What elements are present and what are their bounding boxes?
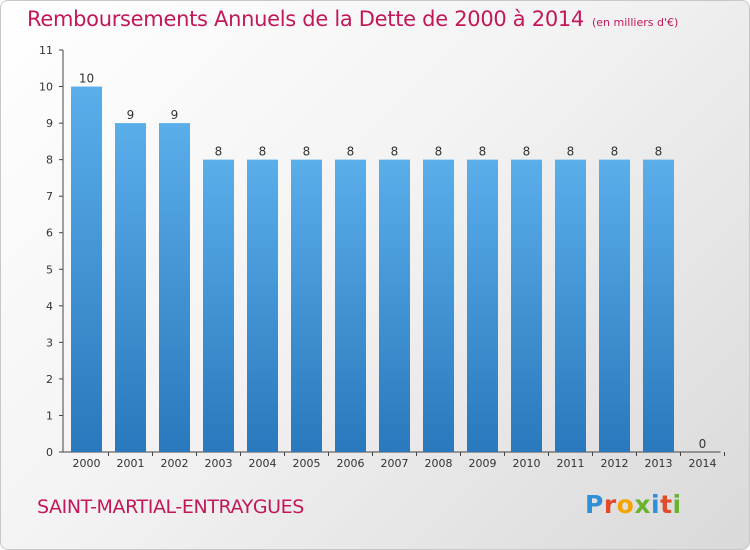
bar-2002 [159,123,190,452]
y-tick-label: 6 [46,227,53,240]
data-label-2006: 8 [347,145,355,159]
x-tick-label-2002: 2002 [161,457,189,470]
bar-2013 [643,159,674,453]
x-tick-label-2001: 2001 [117,457,145,470]
bar-2006 [335,159,366,453]
data-label-2014: 0 [699,437,707,451]
data-label-2005: 8 [303,145,311,159]
data-label-2012: 8 [611,145,619,159]
bar-2004 [247,159,278,453]
x-tick-label-2012: 2012 [601,457,629,470]
proxiti-logo[interactable]: Proxiti [585,490,682,519]
y-tick-label: 0 [46,446,53,459]
y-tick-label: 4 [46,300,53,313]
bar-2001 [115,123,146,452]
bar-2005 [291,159,322,453]
bar-2011 [555,159,586,453]
bar-2000 [71,86,102,452]
data-label-2001: 9 [127,108,135,122]
bar-2007 [379,159,410,453]
x-tick-label-2013: 2013 [645,457,673,470]
bar-2003 [203,159,234,453]
data-label-2008: 8 [435,145,443,159]
y-tick-label: 5 [46,263,53,276]
data-label-2000: 10 [79,72,94,86]
x-tick-label-2003: 2003 [205,457,233,470]
data-label-2004: 8 [259,145,267,159]
bar-2010 [511,159,542,453]
data-label-2013: 8 [655,145,663,159]
x-tick-label-2000: 2000 [73,457,101,470]
x-tick-label-2007: 2007 [381,457,409,470]
bar-2008 [423,159,454,453]
y-tick-label: 2 [46,373,53,386]
x-tick-label-2006: 2006 [337,457,365,470]
x-tick-label-2008: 2008 [425,457,453,470]
x-tick-label-2010: 2010 [513,457,541,470]
y-tick-label: 3 [46,336,53,349]
data-label-2011: 8 [567,145,575,159]
chart-title: Remboursements Annuels de la Dette de 20… [27,7,584,31]
x-tick-label-2014: 2014 [689,457,717,470]
data-label-2002: 9 [171,108,179,122]
x-tick-label-2004: 2004 [249,457,277,470]
y-tick-label: 1 [46,409,53,422]
commune-name: SAINT-MARTIAL-ENTRAYGUES [37,496,304,518]
data-label-2007: 8 [391,145,399,159]
y-tick-label: 8 [46,154,53,167]
bar-2012 [599,159,630,453]
chart-unit: (en milliers d'€) [592,16,679,29]
y-tick-label: 11 [39,44,53,57]
chart-title-block: Remboursements Annuels de la Dette de 20… [27,7,678,31]
y-tick-label: 7 [46,190,53,203]
x-tick-label-2009: 2009 [469,457,497,470]
data-label-2003: 8 [215,145,223,159]
y-tick-label: 9 [46,117,53,130]
x-tick-label-2011: 2011 [557,457,585,470]
bar-2009 [467,159,498,453]
data-label-2010: 8 [523,145,531,159]
data-label-2009: 8 [479,145,487,159]
y-tick-label: 10 [39,81,53,94]
x-tick-label-2005: 2005 [293,457,321,470]
